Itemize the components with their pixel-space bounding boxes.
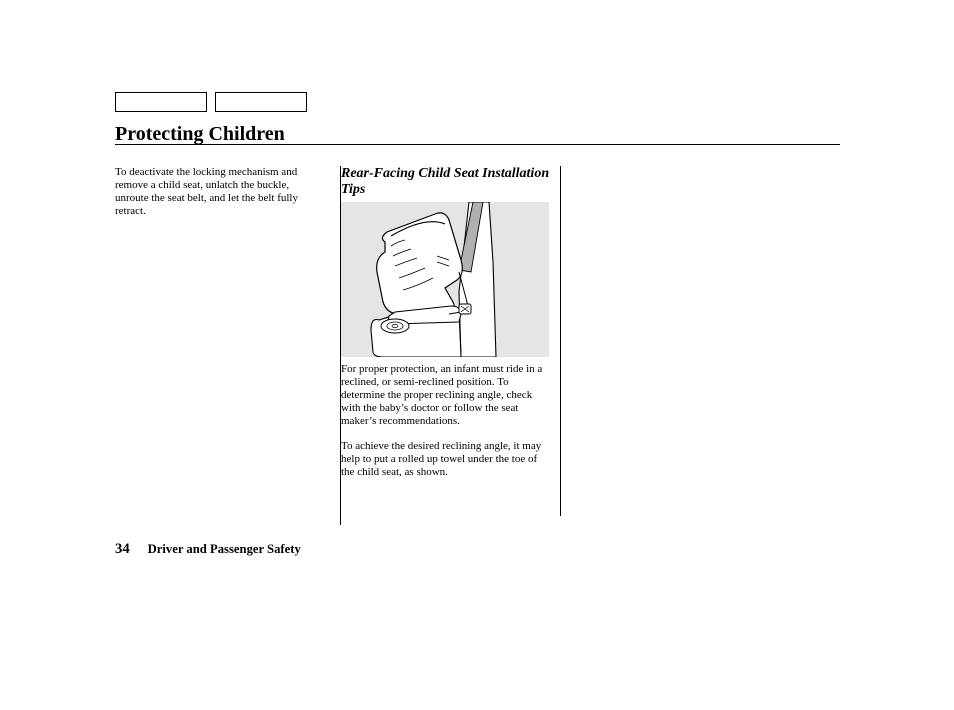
column-1: To deactivate the locking mechanism and … xyxy=(115,166,321,525)
header-tab-1 xyxy=(115,92,207,112)
rolled-towel xyxy=(381,319,409,333)
page-title: Protecting Children xyxy=(115,123,285,146)
manual-page: Protecting Children To deactivate the lo… xyxy=(0,0,954,710)
header-tab-2 xyxy=(215,92,307,112)
column-3-divider xyxy=(560,166,561,516)
child-seat-svg xyxy=(341,202,549,357)
child-seat-illustration xyxy=(341,202,549,357)
page-number: 34 xyxy=(115,541,130,557)
col2-para-1: For proper protection, an infant must ri… xyxy=(341,363,552,428)
col2-para-2: To achieve the desired reclining angle, … xyxy=(341,440,552,479)
title-rule xyxy=(115,144,840,145)
col2-subheading: Rear-Facing Child Seat Installation Tips xyxy=(341,166,552,198)
column-2: Rear-Facing Child Seat Installation Tips xyxy=(340,166,552,525)
page-footer: 34 Driver and Passenger Safety xyxy=(115,540,301,558)
col1-para-1: To deactivate the locking mechanism and … xyxy=(115,166,321,218)
section-name: Driver and Passenger Safety xyxy=(148,542,301,556)
header-tabs xyxy=(115,92,307,112)
child-seat-shell xyxy=(377,213,463,314)
